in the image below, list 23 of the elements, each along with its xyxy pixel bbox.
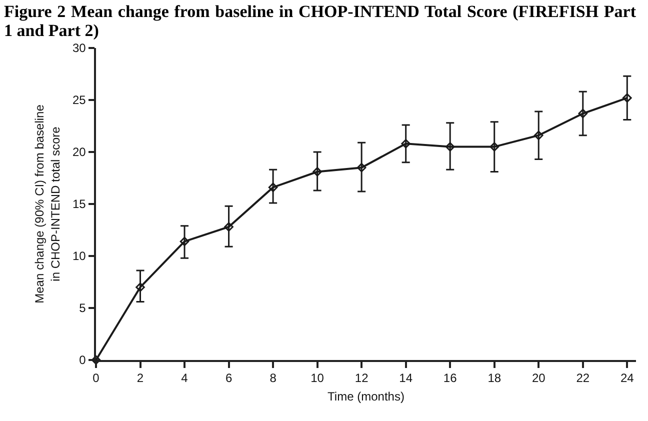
y-axis-title: Mean change (90% CI) from baseline in CHOP-INTEND total score bbox=[32, 104, 62, 304]
x-tick-label: 8 bbox=[270, 371, 277, 386]
x-tick-label: 16 bbox=[443, 371, 458, 386]
x-axis-title: Time (months) bbox=[328, 390, 404, 404]
x-tick-label: 22 bbox=[576, 371, 590, 386]
x-tick-label: 12 bbox=[354, 371, 369, 386]
x-tick-label: 14 bbox=[399, 371, 413, 386]
x-tick-label: 0 bbox=[92, 371, 100, 386]
y-tick-label: 25 bbox=[72, 93, 86, 108]
x-tick-label: 6 bbox=[225, 371, 232, 386]
x-tick-label: 4 bbox=[181, 371, 188, 386]
y-tick-label: 20 bbox=[72, 145, 86, 160]
y-tick-label: 0 bbox=[79, 353, 86, 368]
y-tick-label: 15 bbox=[72, 197, 86, 212]
y-tick-label: 10 bbox=[72, 249, 86, 264]
x-tick-label: 20 bbox=[532, 371, 546, 386]
y-tick-label: 5 bbox=[79, 301, 86, 316]
x-tick-label: 24 bbox=[620, 371, 634, 386]
x-tick-label: 18 bbox=[488, 371, 502, 386]
x-tick-label: 2 bbox=[136, 371, 144, 386]
y-tick-label: 30 bbox=[72, 41, 86, 56]
x-tick-label: 10 bbox=[310, 371, 324, 386]
chart-title: Figure 2 Mean change from baseline in CHOP-INTEND Total Score (FIREFISH Part 1 and Part 2) bbox=[3, 1, 637, 40]
